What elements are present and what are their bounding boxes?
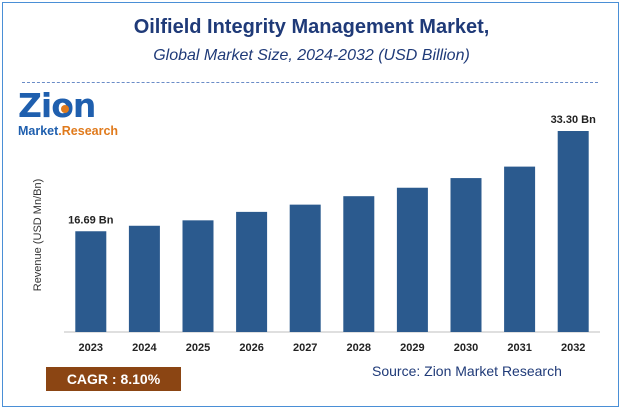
- bar-2032: [557, 131, 589, 332]
- x-tick-2031: 2031: [507, 342, 531, 354]
- x-tick-2032: 2032: [561, 342, 585, 354]
- bars-group: [75, 131, 589, 332]
- bar-2023: [75, 231, 107, 332]
- cagr-badge: CAGR : 8.10%: [46, 367, 181, 391]
- x-tick-2027: 2027: [293, 342, 317, 354]
- bar-2028: [343, 196, 375, 332]
- bar-2031: [504, 166, 536, 332]
- x-tick-2025: 2025: [186, 342, 210, 354]
- x-tick-2026: 2026: [239, 342, 263, 354]
- data-labels: 16.69 Bn 33.30 Bn: [68, 114, 596, 226]
- x-tick-labels: 2023 2024 2025 2026 2027 2028 2029 2030 2031 2032: [79, 342, 586, 354]
- zion-logo: Zion Market.Research: [14, 86, 124, 142]
- x-tick-2029: 2029: [400, 342, 424, 354]
- logo-sub-market: Market: [18, 124, 59, 138]
- header-divider: [22, 82, 598, 83]
- data-label-2032: 33.30 Bn: [551, 114, 597, 126]
- x-tick-2030: 2030: [454, 342, 478, 354]
- bar-2024: [128, 225, 160, 332]
- bar-2029: [396, 187, 428, 332]
- bar-2030: [450, 178, 482, 332]
- logo-dot: [61, 105, 69, 113]
- bar-2025: [182, 220, 214, 332]
- chart-subtitle: Global Market Size, 2024-2032 (USD Billi…: [153, 47, 470, 64]
- logo-sub-research: .Research: [58, 124, 119, 138]
- logo-subtext: Market.Research: [18, 124, 118, 138]
- chart-title: Oilfield Integrity Management Market,: [133, 16, 490, 38]
- data-label-2023: 16.69 Bn: [68, 214, 114, 226]
- bar-2027: [289, 204, 321, 332]
- source-label: Source: Zion Market Research: [372, 363, 562, 379]
- bar-2026: [236, 211, 268, 332]
- logo-wordmark: Zion: [18, 86, 96, 125]
- x-tick-2024: 2024: [132, 342, 157, 354]
- x-tick-2023: 2023: [79, 342, 103, 354]
- x-tick-2028: 2028: [347, 342, 371, 354]
